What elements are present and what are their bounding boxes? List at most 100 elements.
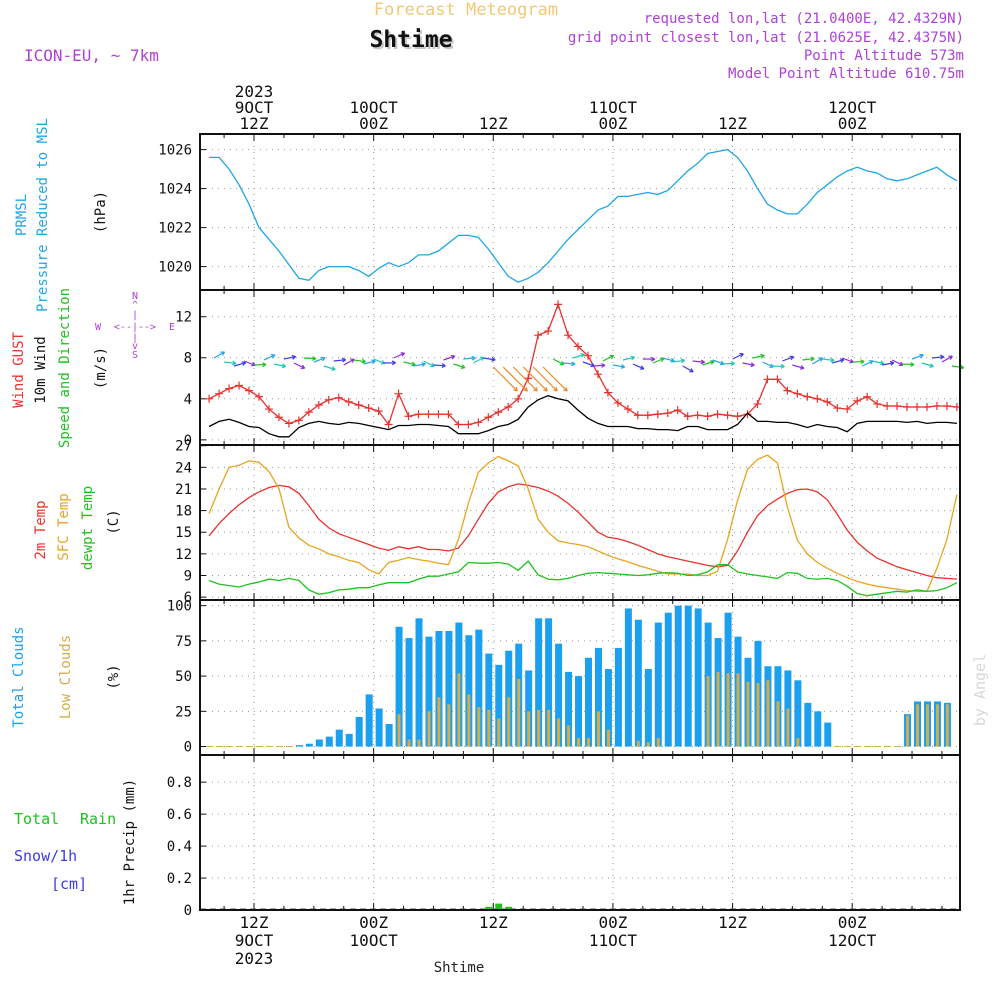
total-cloud-bar	[645, 669, 652, 747]
gust-marker	[674, 406, 682, 414]
gust-marker	[534, 331, 542, 339]
gust-marker	[415, 410, 423, 418]
y-tick-label: 75	[175, 634, 192, 650]
gust-marker	[624, 405, 632, 413]
gust-marker	[405, 412, 413, 420]
series-line-2m-temp	[209, 484, 957, 579]
gust-marker	[634, 411, 642, 419]
y-tick-label: 25	[175, 704, 192, 720]
total-cloud-bar	[356, 717, 363, 747]
low-cloud-bar	[717, 672, 720, 747]
y-tick-label: 27	[175, 439, 192, 455]
y-tick-label: 18	[175, 504, 192, 520]
top-time-label: 12Z	[479, 114, 508, 133]
total-cloud-bar	[326, 737, 333, 747]
bottom-time-label: 12Z	[479, 913, 508, 932]
gust-marker	[335, 394, 343, 402]
total-cloud-bar	[306, 744, 313, 747]
svg-text:<--|-->: <--|-->	[114, 322, 156, 333]
bottom-time-label: 00Z	[838, 913, 867, 932]
top-time-label: 00Z	[838, 114, 867, 133]
total-cloud-bar	[635, 620, 642, 747]
y-tick-label: 0.8	[167, 775, 192, 791]
low-cloud-bar	[587, 738, 590, 746]
bottom-time-label: 11OCT	[589, 931, 638, 950]
low-cloud-bar	[507, 697, 510, 746]
low-cloud-bar	[577, 738, 580, 746]
low-cloud-bar	[786, 709, 789, 747]
temp-label-dew: dewpt Temp	[80, 486, 96, 570]
precip-label-total: Total	[14, 810, 59, 828]
temp-label-2m: 2m Temp	[33, 500, 49, 559]
gust-marker	[714, 410, 722, 418]
y-tick-label: 100	[167, 599, 192, 615]
bottom-time-label: 10OCT	[350, 931, 399, 950]
gust-marker	[644, 411, 652, 419]
low-cloud-bar	[597, 711, 600, 746]
bottom-time-label: 2023	[235, 949, 274, 968]
low-cloud-bar	[796, 738, 799, 746]
total-cloud-bar	[675, 606, 682, 747]
low-cloud-bar	[567, 725, 570, 746]
precip-label-rain: Rain	[80, 810, 116, 828]
total-cloud-bar	[814, 711, 821, 746]
gust-marker	[833, 404, 841, 412]
gust-marker	[235, 381, 243, 389]
total-cloud-bar	[794, 680, 801, 746]
total-cloud-bar	[336, 730, 343, 747]
gust-marker	[813, 395, 821, 403]
gust-marker	[285, 419, 293, 427]
gust-marker	[365, 404, 373, 412]
low-cloud-bar	[547, 710, 550, 747]
total-cloud-bar	[695, 608, 702, 746]
point-altitude: Point Altitude 573m	[804, 48, 964, 64]
low-cloud-bar	[497, 718, 500, 746]
cloud-unit: (%)	[106, 664, 122, 689]
wind-label-10m: 10m Wind	[33, 336, 49, 403]
low-cloud-bar	[916, 704, 919, 746]
precip-panel: 00.20.40.60.8	[167, 755, 960, 919]
gust-marker	[923, 403, 931, 411]
low-cloud-bar	[657, 738, 660, 746]
gust-marker	[424, 410, 432, 418]
y-tick-label: 0	[184, 740, 192, 756]
low-cloud-bar	[427, 711, 430, 746]
low-cloud-bar	[946, 704, 949, 746]
series-line-dewpt-temp	[209, 561, 957, 596]
y-tick-label: 1022	[158, 221, 192, 237]
gust-marker	[684, 412, 692, 420]
y-tick-label: 1026	[158, 143, 192, 159]
total-cloud-bar	[615, 648, 622, 747]
low-cloud-bar	[457, 673, 460, 746]
total-cloud-bar	[366, 694, 373, 746]
compass-s: S	[132, 350, 138, 361]
precip-unit: 1hr Precip (mm)	[122, 779, 138, 905]
total-cloud-bar	[296, 745, 303, 746]
y-tick-label: 8	[184, 351, 192, 367]
gust-marker	[694, 411, 702, 419]
temp-unit: (C)	[106, 509, 122, 534]
gust-marker	[763, 375, 771, 383]
low-cloud-bar	[906, 716, 909, 747]
gust-marker	[225, 385, 233, 393]
total-cloud-bar	[824, 723, 831, 747]
low-cloud-bar	[447, 704, 450, 746]
pressure-label-prmsl: PRMSL	[14, 194, 30, 236]
bottom-time-label: 00Z	[598, 913, 627, 932]
gust-marker	[345, 398, 353, 406]
total-cloud-bar	[665, 613, 672, 747]
y-tick-label: 12	[175, 310, 192, 326]
top-time-label: 00Z	[359, 114, 388, 133]
total-cloud-bar	[804, 703, 811, 747]
panel-frame	[200, 755, 960, 910]
total-cloud-bar	[316, 740, 323, 747]
total-cloud-bar	[585, 658, 592, 747]
bottom-time-label: 12OCT	[828, 931, 877, 950]
low-cloud-bar	[467, 694, 470, 746]
total-cloud-bar	[685, 606, 692, 747]
precip-label-cm: [cm]	[51, 875, 87, 893]
